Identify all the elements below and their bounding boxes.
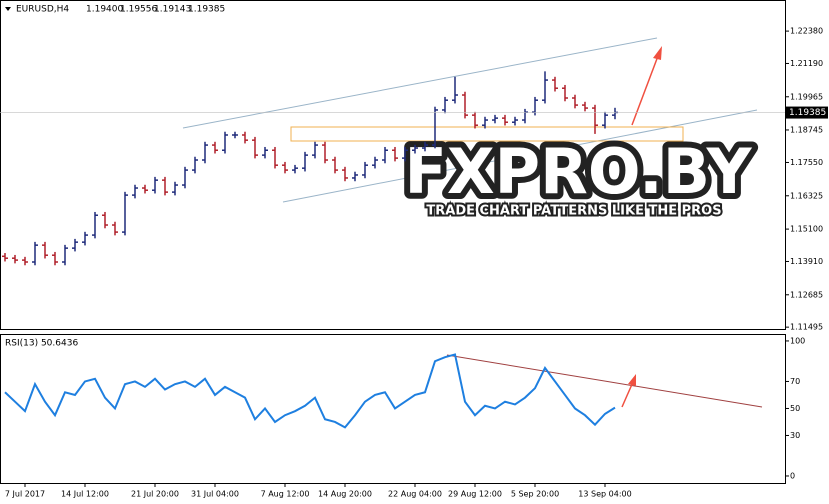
channel-upper (182, 37, 658, 129)
y-tick-label: 1.21190 (790, 59, 823, 68)
x-tick-label: 13 Sep 04:00 (578, 490, 631, 499)
y-tick-label: 1.17550 (790, 158, 823, 167)
rsi-line (4, 353, 616, 429)
y-tick-label: 1.13910 (790, 257, 823, 266)
symbol: EURUSD,H4 (16, 5, 69, 15)
x-tick-label: 29 Aug 12:00 (448, 490, 502, 499)
rsi-trendline (446, 354, 763, 408)
arrow-head (653, 46, 662, 60)
arrow-head (628, 374, 636, 386)
support-zone (290, 126, 684, 142)
x-tick-label: 7 Jul 2017 (5, 490, 45, 499)
x-tick-label: 14 Aug 20:00 (318, 490, 372, 499)
y-tick-label: 0 (790, 471, 795, 480)
arrow (631, 55, 659, 126)
y-tick-label: 1.11495 (790, 323, 823, 332)
x-tick-label: 5 Sep 20:00 (511, 490, 559, 499)
y-tick-label: 50 (790, 404, 800, 413)
rsi-panel (0, 334, 786, 484)
y-tick-label: 1.18745 (790, 125, 823, 134)
y-tick-label: 70 (790, 377, 800, 386)
y-tick-label: 1.22380 (790, 27, 823, 36)
watermark-title: FXPRO.BY (405, 135, 753, 208)
watermark-tagline: TRADE CHART PATTERNS LIKE THE PROS (426, 204, 721, 219)
y-tick-label: 100 (790, 336, 805, 345)
header-low: 1.19143 (154, 5, 191, 15)
x-tick-label: 21 Jul 20:00 (131, 490, 179, 499)
header-close: 1.19385 (188, 5, 225, 15)
header-icon (5, 7, 11, 11)
x-tick-label: 22 Aug 04:00 (388, 490, 442, 499)
y-tick-label: 1.12685 (790, 290, 823, 299)
channel-lower (282, 109, 758, 203)
main-panel (0, 0, 786, 330)
header-open: 1.19400 (86, 5, 123, 15)
header-high: 1.19556 (120, 5, 157, 15)
y-tick-label: 30 (790, 431, 800, 440)
arrow (621, 381, 634, 408)
rsi-title: RSI(13) 50.6436 (5, 339, 78, 349)
x-tick-label: 14 Jul 12:00 (61, 490, 109, 499)
last-price-label: 1.19385 (789, 108, 826, 118)
x-tick-label: 31 Jul 04:00 (191, 490, 239, 499)
last-price-box (786, 106, 828, 119)
x-tick-label: 7 Aug 12:00 (261, 490, 310, 499)
y-tick-label: 1.16325 (790, 191, 823, 200)
y-tick-label: 1.19965 (790, 92, 823, 101)
y-tick-label: 1.15100 (790, 225, 823, 234)
